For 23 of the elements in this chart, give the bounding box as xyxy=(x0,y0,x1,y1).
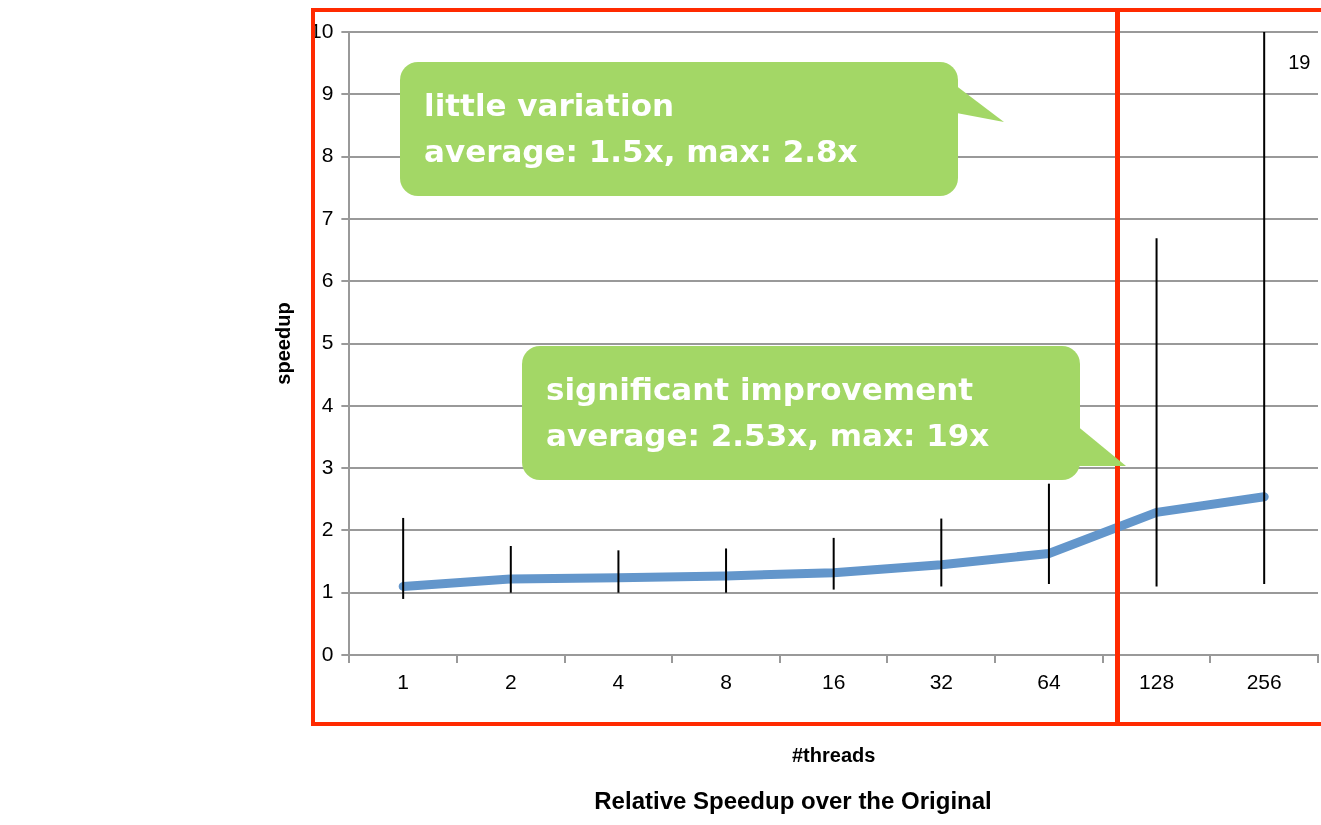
x-tick-label: 32 xyxy=(929,670,953,694)
x-tick-label: 16 xyxy=(822,670,846,694)
y-tick-label: 4 xyxy=(321,392,334,416)
x-tick-label: 256 xyxy=(1246,670,1282,694)
y-tick-label: 0 xyxy=(321,641,334,665)
y-tick-label: 6 xyxy=(321,268,334,291)
y-tick-label: 5 xyxy=(321,330,334,354)
x-tick-label: 128 xyxy=(1139,670,1175,694)
x-tick-label: 1 xyxy=(397,670,410,694)
y-tick-label: 9 xyxy=(321,81,334,105)
x-tick-label: 2 xyxy=(504,670,517,694)
annotation: 19 xyxy=(1288,50,1311,73)
y-tick-label: 3 xyxy=(321,454,334,478)
y-tick-label: 7 xyxy=(321,205,334,229)
x-tick-label: 4 xyxy=(612,670,625,694)
x-tick-label: 8 xyxy=(720,670,732,694)
x-axis-title: #threads xyxy=(791,743,876,766)
x-tick-label: 64 xyxy=(1037,670,1061,694)
y-tick-label: 8 xyxy=(321,143,334,167)
text: Relative Speedup over the Original xyxy=(594,787,992,815)
y-tick-label: 2 xyxy=(321,517,334,541)
y-tick-label: 1 xyxy=(321,579,334,603)
y-axis-title: speedup xyxy=(271,302,294,385)
